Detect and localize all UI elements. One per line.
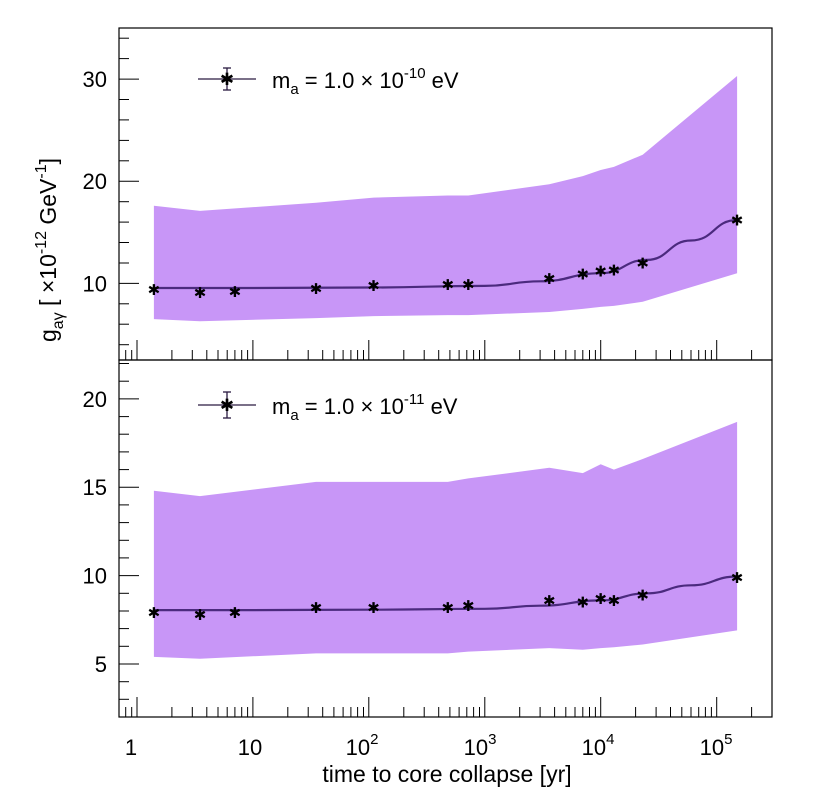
x-tick-label-1e5: 105: [700, 731, 733, 760]
band-top: [153, 76, 738, 322]
legend-top-label: ma = 1.0 × 10-10 eV: [272, 65, 459, 98]
data-point-top: ✱: [310, 281, 323, 298]
y-tick-label-bottom-10: 10: [83, 564, 107, 589]
data-point-bottom: ✱: [229, 605, 242, 622]
fit-curves: [153, 218, 738, 612]
x-tick-label-1: 1: [125, 735, 137, 760]
x-tick-label-1e2: 102: [346, 731, 379, 760]
data-point-top: ✱: [148, 282, 161, 299]
data-point-bottom: ✱: [636, 588, 649, 605]
data-point-top: ✱: [731, 213, 744, 230]
data-point-bottom: ✱: [194, 607, 207, 624]
x-tick-label-10: 10: [238, 735, 262, 760]
data-point-top: ✱: [594, 264, 607, 281]
data-point-bottom: ✱: [148, 605, 161, 622]
x-tick-labels: 1 10 102 103 104 105: [125, 731, 733, 760]
data-point-top: ✱: [367, 278, 380, 295]
data-point-bottom: ✱: [731, 570, 744, 587]
y-tick-label-top-20: 20: [83, 169, 107, 194]
data-point-bottom: ✱: [577, 595, 590, 612]
y-tick-label-bottom-20: 20: [83, 387, 107, 412]
data-point-bottom: ✱: [367, 600, 380, 617]
legend-bottom-marker: ✱: [220, 396, 234, 415]
data-point-top: ✱: [442, 277, 455, 294]
data-point-top: ✱: [608, 263, 621, 280]
y-tick-label-bottom-15: 15: [83, 475, 107, 500]
data-point-top: ✱: [636, 256, 649, 273]
data-point-bottom: ✱: [462, 598, 475, 615]
data-point-bottom: ✱: [310, 600, 323, 617]
data-point-bottom: ✱: [442, 600, 455, 617]
legend-bottom-label: ma = 1.0 × 10-11 eV: [272, 391, 458, 424]
legend-top: ✱ ma = 1.0 × 10-10 eV: [198, 65, 459, 98]
data-points: ✱ ✱ ✱ ✱ ✱ ✱ ✱ ✱ ✱ ✱ ✱ ✱✱✱ ✱ ✱ ✱ ✱ ✱ ✱ ✱ ✱ ✱ ✱ ✱✱: [148, 213, 744, 625]
fit-curve-top: [153, 218, 738, 290]
fit-curve-bottom: [153, 575, 738, 612]
axes: 10 20 30 5 10 15 20: [83, 27, 773, 718]
legend-bottom: ✱ ma = 1.0 × 10-11 eV: [198, 391, 458, 424]
band-bottom: [153, 421, 738, 659]
data-point-bottom: ✱: [543, 593, 556, 610]
data-point-top: ✱: [194, 285, 207, 302]
data-point-top: ✱: [462, 277, 475, 294]
y-tick-label-top-10: 10: [83, 271, 107, 296]
y-axis-label: gaγ [ ×10-12 GeV-1]: [33, 158, 67, 342]
data-point-bottom: ✱: [608, 593, 621, 610]
x-tick-label-1e3: 103: [464, 731, 497, 760]
legend-top-marker: ✱: [220, 70, 234, 89]
data-point-top: ✱: [543, 271, 556, 288]
data-point-top: ✱: [229, 284, 242, 301]
frame-bottom: [118, 359, 773, 718]
x-tick-label-1e4: 104: [582, 731, 615, 760]
confidence-bands: [153, 76, 738, 659]
x-axis-label: time to core collapse [yr]: [322, 761, 571, 787]
y-tick-label-bottom-5: 5: [95, 652, 107, 677]
data-point-bottom: ✱: [594, 591, 607, 608]
data-point-top: ✱: [577, 267, 590, 284]
y-tick-label-top-30: 30: [83, 67, 107, 92]
